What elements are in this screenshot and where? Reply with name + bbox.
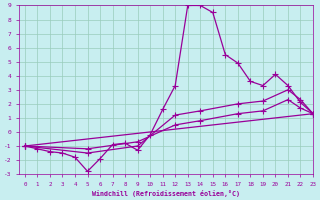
X-axis label: Windchill (Refroidissement éolien,°C): Windchill (Refroidissement éolien,°C) xyxy=(92,190,240,197)
